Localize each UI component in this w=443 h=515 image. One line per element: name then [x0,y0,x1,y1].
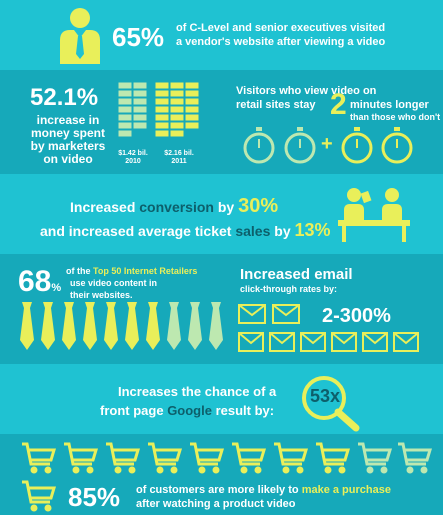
google-line2: front page Google result by: [100,403,275,418]
email-title: Increased email [240,266,353,283]
stopwatch-icon [242,127,276,165]
shopping-cart-icon [22,480,58,514]
visitors-line3: than those who don't [350,112,441,122]
envelope-icons-bottom [238,332,422,354]
section-purchase [0,434,443,515]
retailers-line1: of the Top 50 Internet Retailers [66,266,198,276]
visitors-minutes-number: 2 [330,88,347,121]
purchase-line1: of customers are more likely to make a p… [136,484,391,496]
envelope-icons-top [238,304,302,326]
magnifier-icon [300,374,362,432]
visitors-line2b: minutes longer [350,99,429,111]
section-retailers [0,254,443,364]
executives-percent: 65% [112,22,165,52]
stopwatch-icon [283,127,317,165]
purchase-line2: after watching a product video [136,498,296,510]
stopwatch-icon [340,127,374,165]
conversion-line1: Increased conversion by 30% [70,195,279,217]
stopwatch-icon [380,127,414,165]
spending-percent: 52.1% [30,84,99,111]
conversion-line2: and increased average ticket sales by 13… [40,220,331,240]
bar-2010-label: $1.42 bil. 2010 [118,150,148,165]
spending-description: increase in money spent by marketers on … [30,113,106,166]
visitors-line1: Visitors who view video on [236,85,377,97]
retailers-line2: use video content in [70,278,158,288]
purchase-percent: 85% [68,482,121,512]
visitors-line2a: retail sites stay [236,99,316,111]
shopping-cart-row [22,442,432,476]
retailers-line3: their websites. [70,290,133,300]
executives-line2: a vendor's website after viewing a video [176,36,386,48]
section-conversion [0,174,443,254]
money-stack-2011-icon [155,82,199,148]
email-range: 2-300% [322,305,391,327]
email-subtitle: click-through rates by: [240,284,338,294]
section-google [0,364,443,434]
ties-row [18,302,230,354]
google-multiplier: 53x [310,386,341,406]
google-line1: Increases the chance of a [118,384,277,399]
executive-icon [56,6,104,64]
executives-line1: of C-Level and senior executives visited [176,22,386,34]
bar-2011-label: $2.16 bil. 2011 [164,150,194,165]
cashier-counter-icon [338,186,410,242]
money-stack-2010-icon [118,82,148,148]
retailers-percent: 68% [18,265,62,298]
plus-sign: + [321,133,333,155]
